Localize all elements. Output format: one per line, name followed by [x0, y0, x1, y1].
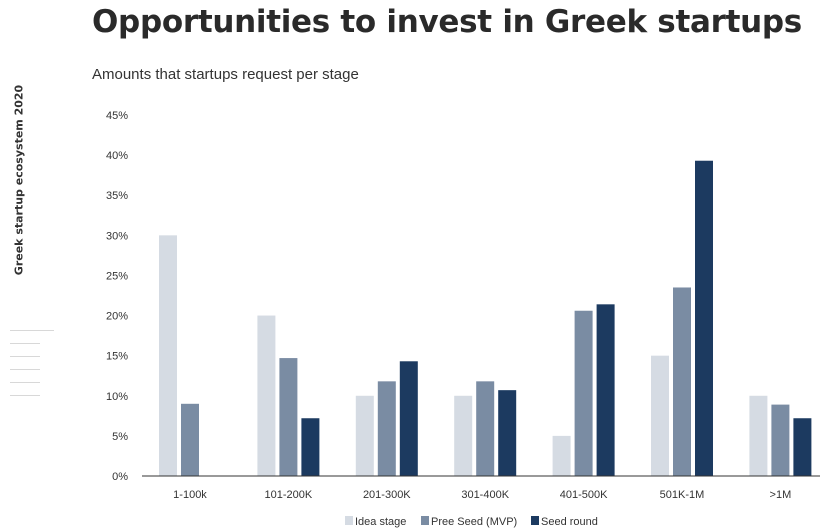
x-tick-label: 501K-1M	[660, 489, 705, 501]
bar-idea	[552, 435, 571, 476]
bar-pree-seed	[771, 404, 790, 476]
bar-seed	[399, 361, 418, 476]
legend: Idea stage Pree Seed (MVP) Seed round	[345, 516, 598, 528]
x-tick-label: >1M	[770, 489, 792, 501]
y-tick-label: 25%	[106, 270, 128, 282]
bar-pree-seed	[574, 310, 593, 476]
bar-seed	[498, 390, 517, 476]
bar-seed	[793, 418, 812, 476]
y-tick-label: 5%	[112, 431, 128, 443]
page-title: Opportunities to invest in Greek startup…	[92, 4, 802, 40]
x-tick-label: 301-400K	[461, 489, 509, 501]
y-tick-label: 35%	[106, 190, 128, 202]
legend-swatch	[345, 516, 353, 525]
bar-pree-seed	[476, 381, 495, 476]
bar-idea	[651, 355, 669, 476]
x-tick-label: 201-300K	[363, 489, 411, 501]
y-tick-label: 20%	[106, 311, 128, 323]
x-tick-label: 101-200K	[265, 489, 313, 501]
y-tick-label: 10%	[106, 391, 128, 403]
bar-idea	[454, 395, 473, 476]
page-subtitle: Amounts that startups request per stage	[92, 66, 359, 83]
bar-idea	[355, 395, 374, 476]
bars	[159, 160, 812, 476]
side-decoration-lines	[10, 330, 54, 408]
legend-swatch	[531, 516, 539, 525]
y-tick-label: 15%	[106, 351, 128, 363]
y-tick-label: 0%	[112, 471, 128, 483]
bar-idea	[749, 395, 768, 476]
x-axis-ticks: 1-100k 101-200K 201-300K 301-400K 401-500K 50…	[173, 489, 791, 501]
legend-label: Idea stage	[355, 516, 406, 528]
legend-label: Pree Seed (MVP)	[431, 516, 517, 528]
bar-pree-seed	[279, 358, 298, 476]
y-axis-ticks: 0% 5% 10% 15% 20% 25% 30% 35% 40% 45%	[106, 110, 128, 483]
bar-idea	[257, 315, 276, 476]
bar-idea	[159, 235, 177, 476]
x-tick-label: 401-500K	[560, 489, 608, 501]
bar-pree-seed	[377, 381, 396, 476]
bar-pree-seed	[181, 403, 199, 476]
bar-seed	[695, 160, 713, 476]
bar-seed	[301, 418, 320, 476]
y-tick-label: 30%	[106, 230, 128, 242]
y-tick-label: 40%	[106, 150, 128, 162]
y-tick-label: 45%	[106, 110, 128, 122]
bar-pree-seed	[673, 287, 691, 476]
x-tick-label: 1-100k	[173, 489, 207, 501]
bar-seed	[596, 304, 615, 476]
legend-label: Seed round	[541, 516, 598, 528]
legend-swatch	[421, 516, 429, 525]
